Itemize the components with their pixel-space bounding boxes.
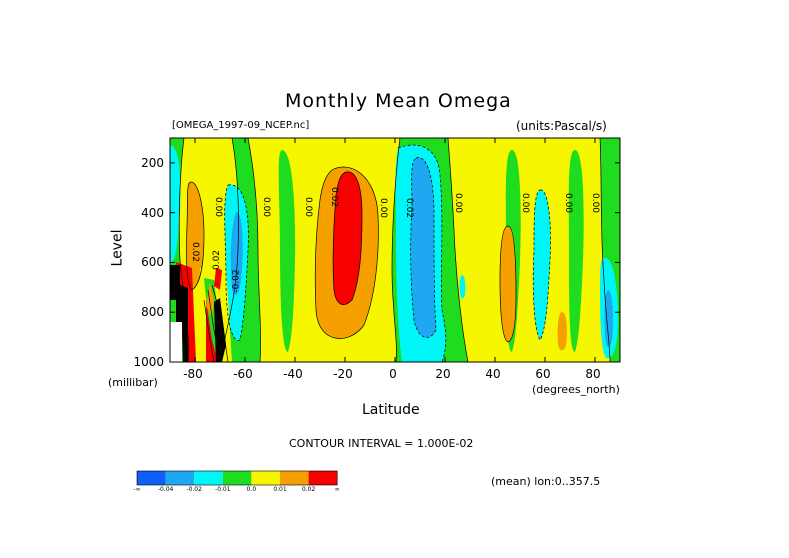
contour-label: 0.02 — [329, 186, 340, 208]
colorbar-frame — [136, 470, 338, 486]
colorbar-bin — [137, 471, 166, 485]
y-tick-label: 800 — [141, 305, 164, 320]
x-tick-label: 0 — [389, 367, 397, 381]
x-tick-label: 40 — [485, 367, 501, 381]
contour-label: 0.02 — [212, 249, 223, 271]
contour-label: 0.02 — [190, 241, 201, 263]
contour-label: 0.00 — [378, 197, 389, 219]
x-tick-label: 20 — [435, 367, 451, 381]
contour-label: 0.00 — [563, 192, 574, 214]
contour-label: 0.00 — [261, 196, 272, 218]
colorbar-bin — [222, 471, 252, 485]
colorbar-tick-label: -0.02 — [186, 486, 202, 493]
contour-label: 0.00 — [303, 196, 314, 218]
x-axis-ticks — [194, 138, 596, 362]
y-axis-units: (millibar) — [108, 376, 158, 389]
units-label: (units:Pascal/s) — [516, 119, 607, 133]
x-tick-label: -40 — [283, 367, 303, 381]
colorbar-tick-label: -0.01 — [215, 486, 231, 493]
chart-title: Monthly Mean Omega — [285, 90, 512, 112]
contour-label: 0.00 — [453, 192, 464, 214]
dataset-label: [OMEGA_1997-09_NCEP.nc] — [172, 120, 310, 131]
x-tick-label: -20 — [333, 367, 353, 381]
contour-fill-layer — [170, 138, 618, 362]
colorbar-tick-label: 0.02 — [301, 486, 316, 493]
y-tick-label: 400 — [141, 205, 164, 220]
colorbar-tick-label: -0.04 — [157, 486, 174, 493]
colorbar-tick-label: 0.0 — [246, 486, 257, 493]
x-axis-units: (degrees_north) — [532, 383, 620, 396]
averaging-label: (mean) lon:0..357.5 — [491, 475, 601, 488]
colorbar-tick-label: 0.01 — [273, 486, 287, 493]
colorbar-bin — [251, 471, 280, 485]
y-tick-label: 1000 — [133, 355, 164, 369]
y-axis-ticks — [170, 162, 620, 363]
y-tick-label: 200 — [141, 155, 164, 170]
contour-interval-label: CONTOUR INTERVAL = 1.000E-02 — [289, 437, 474, 450]
x-tick-label: 60 — [535, 367, 551, 381]
contour-label: 0.00 — [520, 192, 531, 214]
contour-label: 0.00 — [213, 196, 224, 218]
contour-label: 0.00 — [590, 192, 601, 214]
x-tick-label: -80 — [183, 367, 203, 381]
colorbar-tick-label: ∞ — [334, 486, 340, 493]
colorbar-bin — [165, 471, 195, 485]
x-tick-label: 80 — [585, 367, 601, 381]
colorbar-tick-label: -∞ — [133, 486, 141, 493]
x-axis-title: Latitude — [362, 402, 420, 418]
contour-label: 0.02 — [404, 197, 415, 219]
contour-lines — [178, 138, 611, 362]
colorbar-bin — [308, 471, 338, 485]
colorbar — [136, 470, 338, 486]
y-tick-label: 600 — [141, 255, 164, 270]
colorbar-bin — [280, 471, 309, 485]
y-axis-title: Level — [109, 229, 126, 267]
x-tick-label: -60 — [233, 367, 253, 381]
colorbar-bin — [194, 471, 223, 485]
contour-label: -0.02 — [231, 269, 242, 293]
